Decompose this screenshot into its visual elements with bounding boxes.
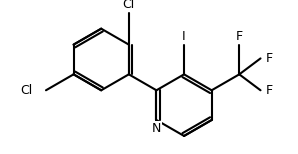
- Text: N: N: [152, 122, 161, 135]
- Text: F: F: [266, 84, 273, 97]
- Text: Cl: Cl: [21, 84, 33, 97]
- Text: Cl: Cl: [123, 0, 135, 11]
- Text: I: I: [182, 30, 186, 43]
- Text: F: F: [266, 52, 273, 65]
- Text: F: F: [236, 30, 243, 43]
